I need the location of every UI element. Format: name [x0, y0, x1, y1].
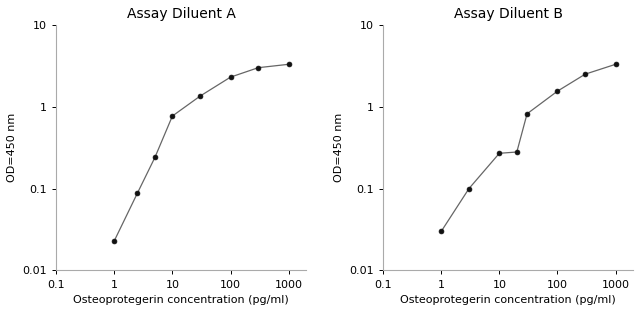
Title: Assay Diluent B: Assay Diluent B — [454, 7, 563, 21]
Title: Assay Diluent A: Assay Diluent A — [127, 7, 236, 21]
Y-axis label: OD=450 nm: OD=450 nm — [7, 113, 17, 182]
X-axis label: Osteoprotegerin concentration (pg/ml): Osteoprotegerin concentration (pg/ml) — [400, 295, 616, 305]
X-axis label: Osteoprotegerin concentration (pg/ml): Osteoprotegerin concentration (pg/ml) — [73, 295, 289, 305]
Y-axis label: OD=450 nm: OD=450 nm — [334, 113, 344, 182]
